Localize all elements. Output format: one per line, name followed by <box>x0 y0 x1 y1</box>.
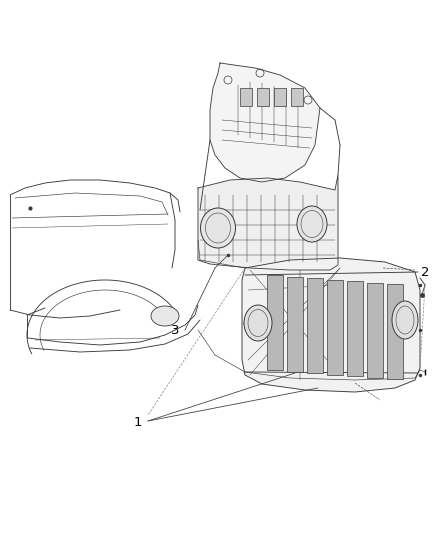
Bar <box>347 281 363 376</box>
Text: 1: 1 <box>134 416 142 429</box>
Ellipse shape <box>392 301 418 339</box>
Text: 2: 2 <box>421 265 429 279</box>
Bar <box>387 284 403 379</box>
Polygon shape <box>198 175 338 270</box>
Bar <box>257 88 269 106</box>
Ellipse shape <box>244 305 272 341</box>
Bar <box>291 88 303 106</box>
Ellipse shape <box>151 306 179 326</box>
Bar <box>240 88 252 106</box>
Ellipse shape <box>297 206 327 242</box>
Text: 3: 3 <box>171 324 179 336</box>
Bar <box>287 277 303 372</box>
Polygon shape <box>210 63 320 182</box>
Bar <box>274 88 286 106</box>
Bar <box>267 275 283 370</box>
Bar <box>327 279 343 375</box>
Polygon shape <box>242 258 420 392</box>
Bar <box>307 278 323 373</box>
Ellipse shape <box>201 208 236 248</box>
Bar <box>367 282 383 377</box>
